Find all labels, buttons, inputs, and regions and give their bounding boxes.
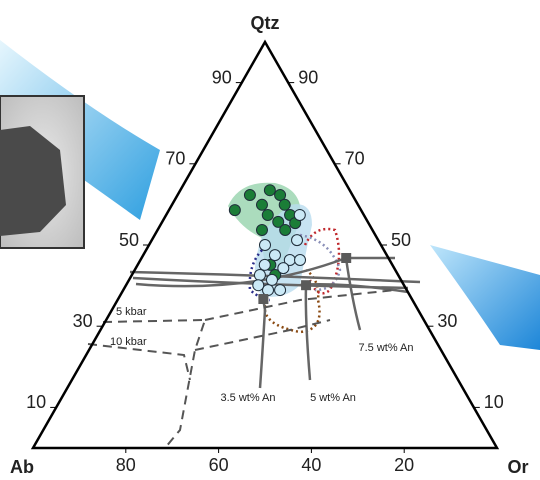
sample-point <box>265 273 278 286</box>
dotted-field <box>263 268 321 334</box>
sample-point <box>259 239 271 251</box>
tick-label: 70 <box>165 149 185 169</box>
tick-label: 80 <box>116 455 136 475</box>
crystal <box>0 126 66 236</box>
tick-label: 50 <box>119 230 139 250</box>
sample-point <box>255 223 268 236</box>
sample-point <box>261 208 274 221</box>
sample-point <box>291 234 304 247</box>
sample-square <box>301 280 312 291</box>
swoosh-right <box>430 245 540 350</box>
annotation: 10 kbar <box>110 336 147 348</box>
pressure-lines <box>87 289 396 449</box>
annotation: 5 wt% An <box>310 392 356 404</box>
sample-point <box>263 184 276 197</box>
sample-point <box>293 208 306 221</box>
tick-label: 90 <box>298 67 318 87</box>
vertex-label: Qtz <box>251 13 280 33</box>
sample-point <box>277 262 290 275</box>
sample-point <box>243 189 256 202</box>
tick-label: 50 <box>391 230 411 250</box>
tick-label: 10 <box>484 392 504 412</box>
annotation: 3.5 wt% An <box>220 392 275 404</box>
sample-point <box>252 279 265 292</box>
tick-label: 70 <box>345 149 365 169</box>
sample-point <box>253 269 266 282</box>
sample-point <box>274 284 287 297</box>
tick-label: 10 <box>26 392 46 412</box>
vertex-label: Ab <box>10 457 34 477</box>
sample-square <box>341 252 352 263</box>
sample-point <box>272 215 285 228</box>
sample-point <box>228 204 241 217</box>
tick-label: 40 <box>301 455 321 475</box>
annotation: 5 kbar <box>116 306 147 318</box>
sample-point <box>294 254 307 267</box>
tick-label: 30 <box>73 311 93 331</box>
dotted-field <box>299 233 342 292</box>
dotted-field <box>303 227 341 295</box>
tick-label: 30 <box>437 311 457 331</box>
sample-point <box>268 249 281 262</box>
tick-label: 90 <box>212 67 232 87</box>
tick-label: 60 <box>209 455 229 475</box>
sample-point <box>279 223 292 236</box>
sample-square <box>258 293 269 304</box>
sample-point <box>274 189 287 202</box>
sample-point <box>258 258 271 271</box>
sample-point <box>255 198 268 211</box>
vertex-label: Or <box>507 457 528 477</box>
sample-point <box>278 198 291 211</box>
annotation: 7.5 wt% An <box>358 342 413 354</box>
tick-label: 20 <box>394 455 414 475</box>
